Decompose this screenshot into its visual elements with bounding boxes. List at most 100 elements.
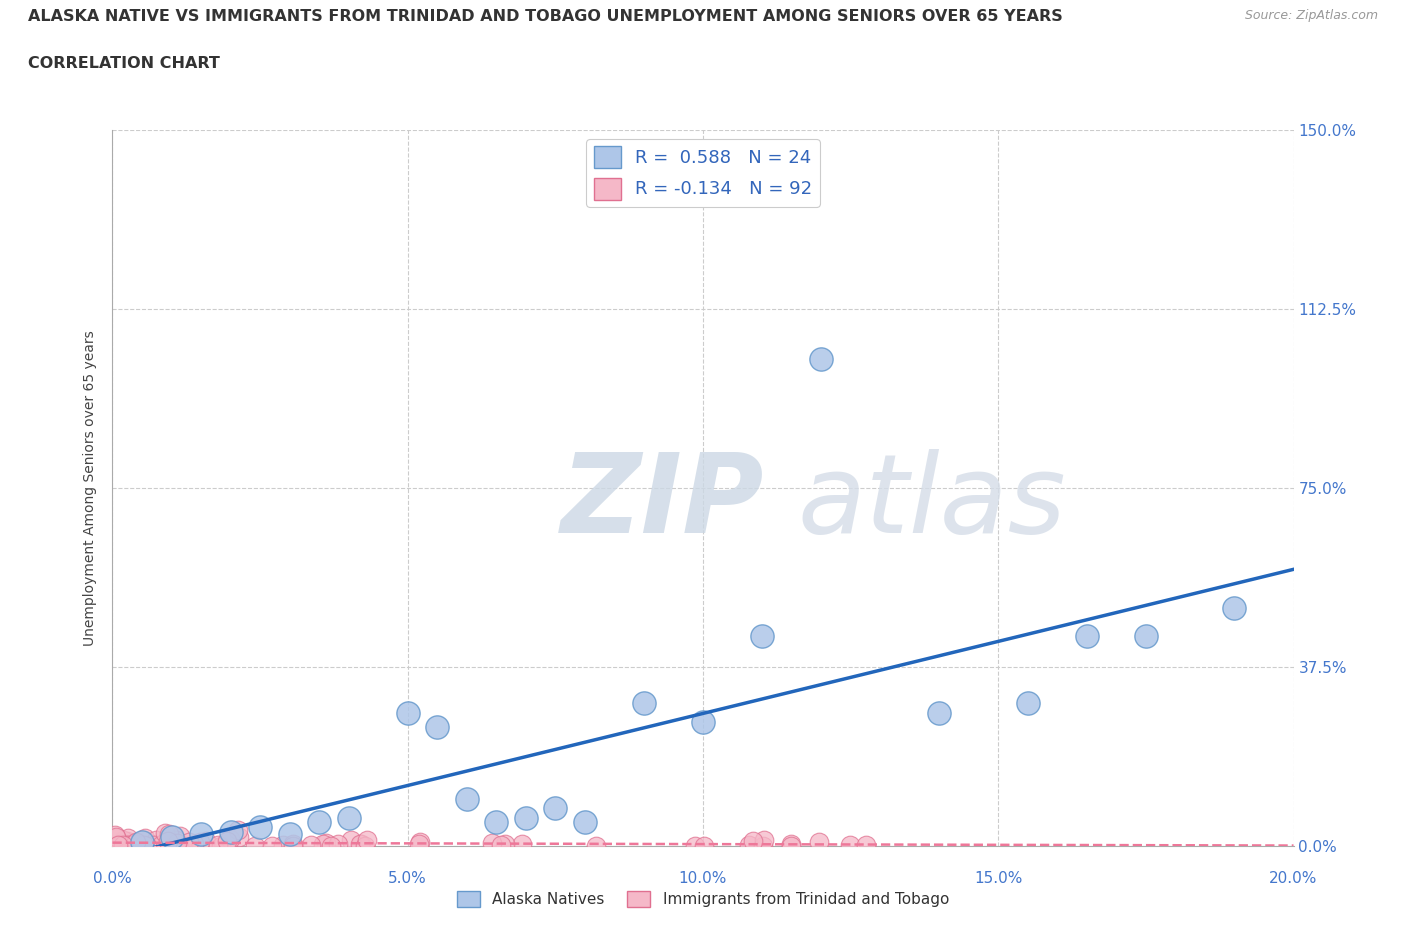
Point xyxy=(228,830,250,844)
Point xyxy=(165,832,187,847)
Point xyxy=(108,836,131,851)
Text: atlas: atlas xyxy=(797,449,1066,556)
Legend: R =  0.588   N = 24, R = -0.134   N = 92: R = 0.588 N = 24, R = -0.134 N = 92 xyxy=(586,140,820,206)
Point xyxy=(129,838,152,853)
Point xyxy=(354,839,377,854)
Point xyxy=(114,836,136,851)
Point xyxy=(810,352,832,366)
Point xyxy=(167,837,190,852)
Point xyxy=(494,836,516,851)
Point xyxy=(160,830,183,844)
Point xyxy=(283,839,305,854)
Point xyxy=(489,838,512,853)
Point xyxy=(226,823,249,838)
Point xyxy=(456,791,478,806)
Point xyxy=(188,835,211,850)
Point xyxy=(683,838,706,853)
Point xyxy=(179,834,201,849)
Text: CORRELATION CHART: CORRELATION CHART xyxy=(28,56,219,71)
Text: 10.0%: 10.0% xyxy=(679,871,727,886)
Point xyxy=(780,836,803,851)
Point xyxy=(105,838,128,853)
Point xyxy=(135,833,157,848)
Point xyxy=(349,836,371,851)
Point xyxy=(319,839,342,854)
Point xyxy=(574,815,596,830)
Text: 15.0%: 15.0% xyxy=(974,871,1022,886)
Text: ALASKA NATIVE VS IMMIGRANTS FROM TRINIDAD AND TOBAGO UNEMPLOYMENT AMONG SENIORS : ALASKA NATIVE VS IMMIGRANTS FROM TRINIDA… xyxy=(28,9,1063,24)
Point xyxy=(211,838,233,853)
Point xyxy=(928,705,950,720)
Point xyxy=(855,838,877,853)
Text: Source: ZipAtlas.com: Source: ZipAtlas.com xyxy=(1244,9,1378,22)
Point xyxy=(114,837,136,852)
Point xyxy=(315,836,337,851)
Point xyxy=(166,836,188,851)
Point xyxy=(512,836,534,851)
Point xyxy=(134,831,156,846)
Point xyxy=(125,834,148,849)
Point xyxy=(426,720,449,735)
Point xyxy=(169,829,191,844)
Point xyxy=(128,837,150,852)
Point xyxy=(127,839,149,854)
Legend: Alaska Natives, Immigrants from Trinidad and Tobago: Alaska Natives, Immigrants from Trinidad… xyxy=(451,884,955,913)
Point xyxy=(738,838,761,853)
Point xyxy=(125,838,148,853)
Point xyxy=(111,838,134,853)
Point xyxy=(117,830,139,845)
Point xyxy=(153,825,176,840)
Point xyxy=(136,838,159,853)
Point xyxy=(104,830,127,845)
Point xyxy=(1223,600,1246,615)
Point xyxy=(839,837,862,852)
Point xyxy=(207,838,229,853)
Point xyxy=(103,837,125,852)
Point xyxy=(112,832,135,847)
Text: 20.0%: 20.0% xyxy=(1270,871,1317,886)
Point xyxy=(194,833,217,848)
Point xyxy=(408,837,430,852)
Point xyxy=(408,835,430,850)
Point xyxy=(153,839,176,854)
Point xyxy=(485,815,508,830)
Point xyxy=(217,834,239,849)
Point xyxy=(585,839,607,854)
Point xyxy=(190,827,212,842)
Point xyxy=(166,839,188,854)
Point xyxy=(125,835,148,850)
Point xyxy=(183,837,205,852)
Point xyxy=(278,827,301,842)
Point xyxy=(132,838,155,853)
Point xyxy=(544,801,567,816)
Point xyxy=(115,838,138,853)
Y-axis label: Unemployment Among Seniors over 65 years: Unemployment Among Seniors over 65 years xyxy=(83,330,97,646)
Point xyxy=(105,839,128,854)
Point xyxy=(108,839,131,854)
Point xyxy=(1135,629,1157,644)
Point xyxy=(142,838,165,853)
Point xyxy=(271,837,294,852)
Point xyxy=(396,705,419,720)
Point xyxy=(122,836,145,851)
Point xyxy=(692,715,714,730)
Point xyxy=(1017,696,1039,711)
Point xyxy=(308,815,330,830)
Point xyxy=(299,838,322,853)
Point xyxy=(145,832,167,847)
Point xyxy=(127,838,149,853)
Point xyxy=(157,827,180,842)
Point xyxy=(1076,629,1098,644)
Point xyxy=(752,832,775,847)
Point xyxy=(219,825,242,840)
Point xyxy=(114,839,136,854)
Point xyxy=(112,838,135,853)
Point xyxy=(281,836,304,851)
Point xyxy=(340,832,363,847)
Point xyxy=(808,834,831,849)
Point xyxy=(751,629,773,644)
Point xyxy=(142,838,165,853)
Point xyxy=(312,837,335,852)
Point xyxy=(117,838,139,853)
Point xyxy=(249,819,271,834)
